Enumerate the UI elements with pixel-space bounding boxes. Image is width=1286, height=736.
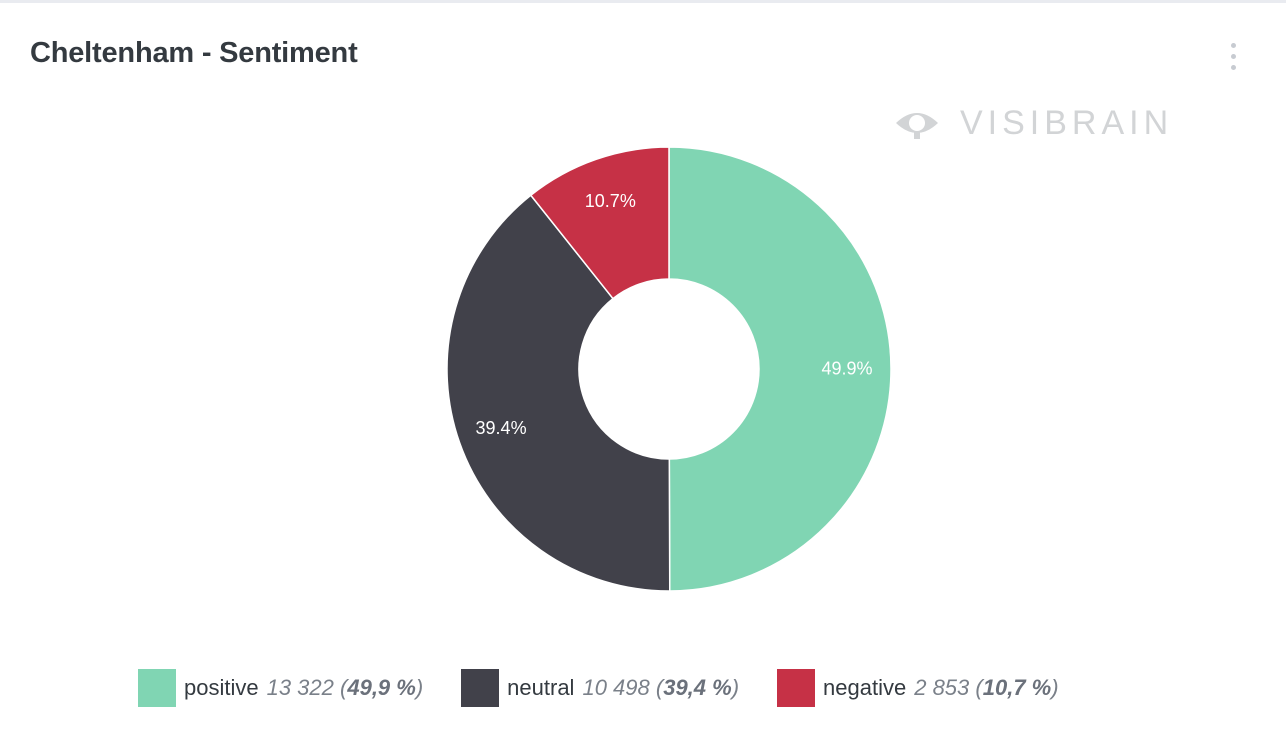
legend-name: neutral — [507, 675, 575, 700]
legend-percent: 49,9 % — [347, 675, 416, 700]
legend-count: 13 322 — [266, 675, 334, 700]
legend-swatch-neutral — [461, 669, 500, 707]
legend-percent: 39,4 % — [663, 675, 732, 700]
legend-swatch-positive — [138, 669, 176, 707]
watermark-text: VISIBRAIN — [960, 103, 1174, 142]
legend-name: positive — [184, 675, 259, 700]
legend-swatch-negative — [777, 669, 816, 707]
legend-stats: 13 322 (49,9 %) — [266, 675, 424, 700]
visibrain-watermark: VISIBRAIN — [894, 103, 1173, 143]
menu-dot — [1231, 54, 1236, 59]
legend-item-negative[interactable]: negative 2 853 (10,7 %) — [777, 669, 1059, 707]
legend-count: 2 853 — [914, 675, 970, 700]
donut-slice-positive[interactable] — [668, 146, 892, 592]
legend-item-positive[interactable]: positive 13 322 (49,9 %) — [138, 669, 423, 707]
legend-stats: 10 498 (39,4 %) — [582, 675, 740, 700]
donut-slice-negative[interactable] — [529, 146, 670, 300]
legend-stats: 2 853 (10,7 %) — [914, 675, 1059, 700]
menu-dot — [1231, 43, 1236, 48]
chart-legend: positive 13 322 (49,9 %) neutral 10 498 … — [138, 669, 1097, 707]
legend-count: 10 498 — [582, 675, 650, 700]
donut-chart: 49.9% 39.4% 10.7% — [446, 146, 892, 592]
eye-icon — [896, 113, 938, 139]
legend-percent: 10,7 % — [982, 675, 1052, 700]
slice-label-negative: 10.7% — [585, 191, 636, 211]
menu-dot — [1231, 65, 1236, 70]
slice-label-positive: 49.9% — [821, 359, 872, 379]
widget-title: Cheltenham - Sentiment — [30, 37, 358, 69]
donut-slice-neutral[interactable] — [446, 194, 671, 592]
slice-label-neutral: 39.4% — [476, 418, 527, 438]
more-vertical-icon[interactable] — [1218, 41, 1248, 75]
legend-item-neutral[interactable]: neutral 10 498 (39,4 %) — [461, 669, 739, 707]
legend-name: negative — [823, 675, 907, 700]
